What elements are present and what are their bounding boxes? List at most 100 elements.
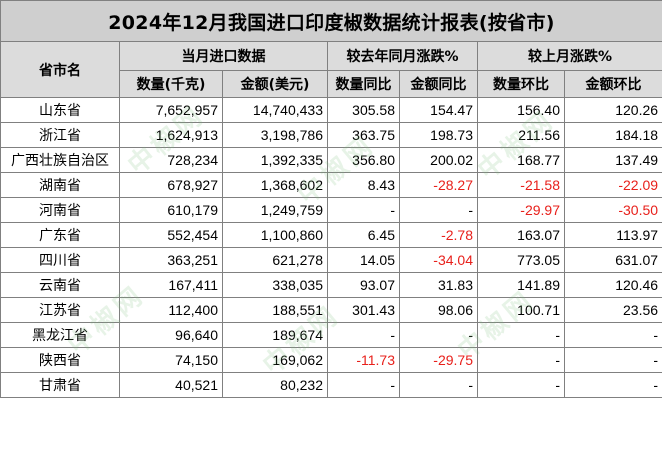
amount-yoy-cell: 154.47 (399, 97, 478, 123)
table-row: 黑龙江省 96,640 189,674- - - - (0, 322, 662, 348)
qty-yoy-cell: 8.43 (327, 172, 400, 198)
amount-cell: 169,062 (222, 347, 328, 373)
qty-cell: 728,234 (119, 147, 223, 173)
amount-mom-cell: -22.09 (563, 172, 662, 198)
amount-cell: 1,392,335 (222, 147, 328, 173)
amount-cell: 188,551 (222, 297, 328, 323)
qty-mom-cell: 100.71 (477, 297, 565, 323)
table-row: 广东省 552,454 1,100,860 6.45 -2.78 163.07 113.97 (0, 222, 662, 248)
province-cell: 河南省 (0, 197, 120, 223)
header-group-mom: 较上月涨跌% (476, 41, 662, 71)
header-amount: 金额(美元) (222, 70, 328, 98)
amount-cell: 1,368,602 (222, 172, 328, 198)
amount-cell: 189,674 (222, 322, 328, 348)
table-row: 四川省 363,251 621,278 14.05 -34.04 773.05 631.07 (0, 247, 662, 273)
province-cell: 浙江省 (0, 122, 120, 148)
qty-mom-cell: 211.56 (477, 122, 565, 148)
qty-yoy-cell: -11.73 (327, 347, 400, 373)
province-cell: 四川省 (0, 247, 120, 273)
table-row: 广西壮族自治区 728,234 1,392,335 356.80 200.02 168.7… (0, 147, 662, 173)
header-qty-mom: 数量环比 (477, 70, 565, 98)
qty-yoy-cell: - (327, 197, 400, 223)
qty-cell: 40,521 (119, 372, 223, 398)
amount-cell: 1,100,860 (222, 222, 328, 248)
report-table: 2024年12月我国进口印度椒数据统计报表(按省市) 省市名 当月进口数据 较去… (0, 0, 662, 398)
table-row: 江苏省 112,400 188,551 301.43 98.06 100.71 23.56 (0, 297, 662, 323)
amount-yoy-cell: - (399, 372, 478, 398)
amount-cell: 3,198,786 (222, 122, 328, 148)
qty-cell: 363,251 (119, 247, 223, 273)
amount-yoy-cell: - (399, 197, 478, 223)
amount-mom-cell: - (563, 372, 662, 398)
amount-mom-cell: - (563, 347, 662, 373)
province-cell: 山东省 (0, 97, 120, 123)
qty-mom-cell: -21.58 (477, 172, 565, 198)
qty-mom-cell: - (477, 372, 565, 398)
qty-cell: 552,454 (119, 222, 223, 248)
qty-mom-cell: 773.05 (477, 247, 565, 273)
qty-mom-cell: - (477, 347, 565, 373)
amount-mom-cell: 184.18 (563, 122, 662, 148)
table-row: 浙江省 1,624,913 3,198,786 363.75 198.73 211.56 1… (0, 122, 662, 148)
table-row: 山东省 7,652,957 14,740,433 305.58 154.47 156.40… (0, 97, 662, 123)
amount-cell: 80,232 (222, 372, 328, 398)
amount-yoy-cell: -29.75 (399, 347, 478, 373)
table-row: 云南省 167,411 338,035 93.07 31.83 141.89 120.46 (0, 272, 662, 298)
qty-mom-cell: 168.77 (477, 147, 565, 173)
qty-yoy-cell: 301.43 (327, 297, 400, 323)
amount-yoy-cell: -34.04 (399, 247, 478, 273)
amount-yoy-cell: 200.02 (399, 147, 478, 173)
amount-mom-cell: - (563, 322, 662, 348)
amount-mom-cell: 137.49 (563, 147, 662, 173)
province-cell: 广东省 (0, 222, 120, 248)
qty-cell: 7,652,957 (119, 97, 223, 123)
amount-cell: 14,740,433 (222, 97, 328, 123)
qty-yoy-cell: 363.75 (327, 122, 400, 148)
header-amount-yoy: 金额同比 (399, 70, 478, 98)
province-cell: 黑龙江省 (0, 322, 120, 348)
qty-cell: 610,179 (119, 197, 223, 223)
header-group-yoy: 较去年同月涨跌% (327, 41, 478, 71)
province-cell: 湖南省 (0, 172, 120, 198)
province-cell: 陕西省 (0, 347, 120, 373)
table-row: 甘肃省 40,521 80,232- - - - (0, 372, 662, 398)
qty-mom-cell: -29.97 (477, 197, 565, 223)
qty-cell: 678,927 (119, 172, 223, 198)
header-group-current: 当月进口数据 (119, 41, 328, 71)
amount-yoy-cell: 31.83 (399, 272, 478, 298)
amount-yoy-cell: -28.27 (399, 172, 478, 198)
amount-mom-cell: 120.46 (563, 272, 662, 298)
amount-mom-cell: -30.50 (563, 197, 662, 223)
amount-yoy-cell: 98.06 (399, 297, 478, 323)
qty-cell: 96,640 (119, 322, 223, 348)
amount-mom-cell: 120.26 (563, 97, 662, 123)
qty-mom-cell: - (477, 322, 565, 348)
qty-cell: 167,411 (119, 272, 223, 298)
qty-cell: 112,400 (119, 297, 223, 323)
province-cell: 云南省 (0, 272, 120, 298)
qty-mom-cell: 156.40 (477, 97, 565, 123)
table-row: 湖南省 678,927 1,368,602 8.43 -28.27 -21.58 -22.0… (0, 172, 662, 198)
qty-yoy-cell: - (327, 322, 400, 348)
qty-cell: 74,150 (119, 347, 223, 373)
table-row: 河南省 610,179 1,249,759- - -29.97 -30.50 (0, 197, 662, 223)
province-cell: 广西壮族自治区 (0, 147, 120, 173)
qty-yoy-cell: 305.58 (327, 97, 400, 123)
table-row: 陕西省 74,150 169,062 -11.73 -29.75- - (0, 347, 662, 373)
amount-mom-cell: 631.07 (563, 247, 662, 273)
amount-mom-cell: 113.97 (563, 222, 662, 248)
report-title: 2024年12月我国进口印度椒数据统计报表(按省市) (0, 0, 662, 42)
amount-yoy-cell: 198.73 (399, 122, 478, 148)
amount-mom-cell: 23.56 (563, 297, 662, 323)
qty-mom-cell: 163.07 (477, 222, 565, 248)
qty-yoy-cell: - (327, 372, 400, 398)
amount-cell: 1,249,759 (222, 197, 328, 223)
qty-yoy-cell: 14.05 (327, 247, 400, 273)
amount-cell: 621,278 (222, 247, 328, 273)
qty-yoy-cell: 356.80 (327, 147, 400, 173)
amount-cell: 338,035 (222, 272, 328, 298)
qty-cell: 1,624,913 (119, 122, 223, 148)
qty-yoy-cell: 6.45 (327, 222, 400, 248)
amount-yoy-cell: -2.78 (399, 222, 478, 248)
amount-yoy-cell: - (399, 322, 478, 348)
